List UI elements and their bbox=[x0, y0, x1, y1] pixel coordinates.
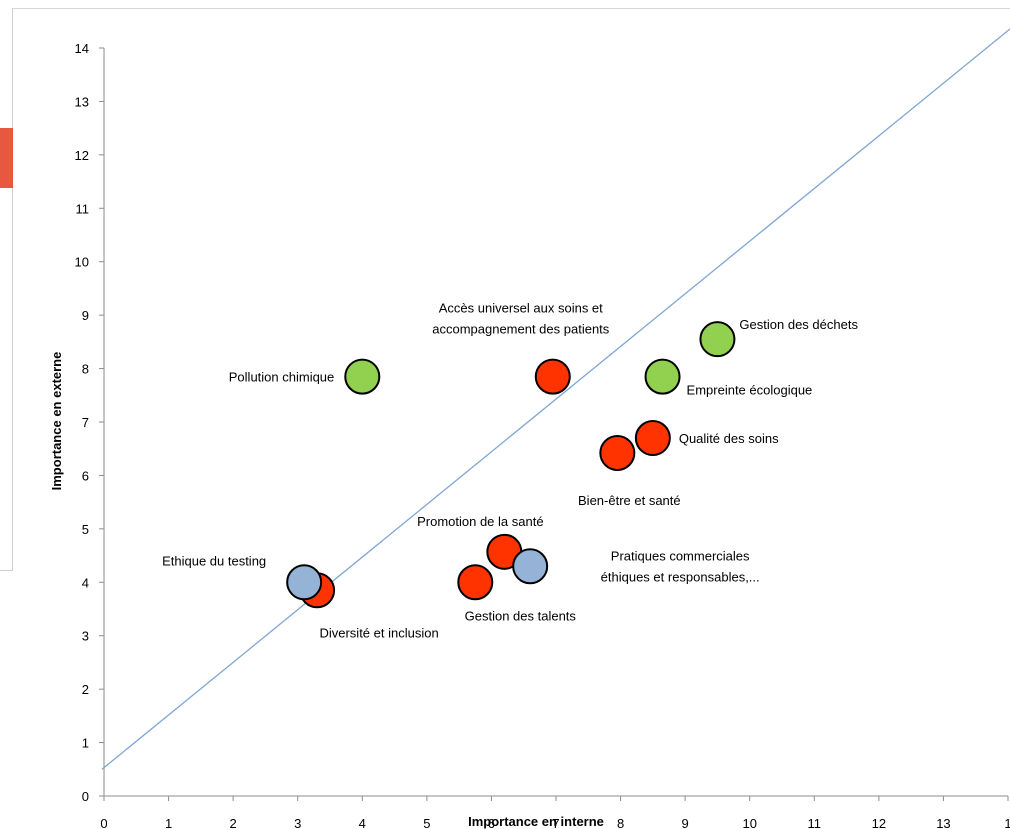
point-labels: Pollution chimique Gestion des déchets Emp… bbox=[162, 301, 858, 641]
y-tick-label: 12 bbox=[75, 148, 89, 163]
y-tick-label: 8 bbox=[82, 362, 89, 377]
point-label: éthiques et responsables,... bbox=[601, 569, 760, 584]
x-tick-labels: 0 1 2 3 4 5 6 7 8 9 10 11 12 13 1 bbox=[100, 796, 1010, 829]
point-label: Gestion des talents bbox=[465, 608, 577, 623]
slide-accent-tab bbox=[0, 128, 13, 188]
y-tick-label: 10 bbox=[75, 255, 89, 270]
x-tick-label: 7 bbox=[552, 816, 559, 829]
x-tick-label: 5 bbox=[423, 816, 430, 829]
y-tick-label: 14 bbox=[75, 41, 89, 56]
point-label: Ethique du testing bbox=[162, 553, 266, 568]
y-tick-label: 1 bbox=[82, 736, 89, 751]
data-point bbox=[534, 358, 571, 395]
point-label: accompagnement des patients bbox=[432, 322, 610, 337]
slide-top-border bbox=[12, 8, 1010, 9]
x-tick-label: 11 bbox=[808, 816, 822, 829]
y-axis-label: Importance en externe bbox=[49, 352, 64, 491]
x-tick-label: 6 bbox=[488, 816, 495, 829]
y-tick-label: 4 bbox=[82, 575, 89, 590]
point-label: Gestion des déchets bbox=[739, 317, 858, 332]
chart-axes bbox=[103, 48, 1008, 797]
y-tick-label: 0 bbox=[82, 789, 89, 804]
slide-left-border-lower bbox=[12, 188, 13, 570]
x-tick-label: 10 bbox=[742, 816, 756, 829]
point-label: Diversité et inclusion bbox=[319, 625, 438, 640]
data-points bbox=[286, 321, 736, 609]
x-tick-label: 12 bbox=[872, 816, 886, 829]
y-tick-label: 9 bbox=[82, 308, 89, 323]
point-label: Pratiques commerciales bbox=[611, 548, 750, 563]
y-tick-label: 2 bbox=[82, 682, 89, 697]
x-tick-label: 1 bbox=[1004, 816, 1010, 829]
data-point bbox=[344, 358, 381, 395]
y-tick-label: 6 bbox=[82, 468, 89, 483]
y-tick-label: 13 bbox=[75, 94, 89, 109]
point-label: Accès universel aux soins et bbox=[439, 301, 603, 316]
point-label: Bien-être et santé bbox=[578, 493, 681, 508]
x-tick-label: 8 bbox=[617, 816, 624, 829]
point-label: Qualité des soins bbox=[679, 431, 779, 446]
slide-divider bbox=[0, 570, 13, 571]
y-tick-label: 5 bbox=[82, 522, 89, 537]
x-tick-label: 4 bbox=[359, 816, 366, 829]
y-tick-label: 7 bbox=[82, 415, 89, 430]
x-tick-label: 2 bbox=[230, 816, 237, 829]
data-point bbox=[699, 321, 736, 358]
slide-left-border bbox=[12, 8, 13, 128]
point-label: Promotion de la santé bbox=[417, 514, 543, 529]
point-label: Empreinte écologique bbox=[687, 383, 813, 398]
y-tick-label: 3 bbox=[82, 629, 89, 644]
data-point bbox=[644, 358, 681, 395]
x-tick-label: 13 bbox=[936, 816, 950, 829]
data-point bbox=[286, 564, 323, 601]
x-tick-label: 9 bbox=[682, 816, 689, 829]
y-tick-label: 11 bbox=[76, 201, 90, 216]
point-label: Pollution chimique bbox=[229, 370, 335, 385]
reference-line bbox=[101, 28, 1010, 770]
data-point bbox=[634, 420, 671, 457]
x-tick-label: 1 bbox=[165, 816, 172, 829]
x-tick-label: 3 bbox=[294, 816, 301, 829]
x-tick-label: 0 bbox=[100, 816, 107, 829]
data-point bbox=[599, 434, 636, 471]
data-point bbox=[457, 564, 494, 601]
data-point bbox=[512, 548, 549, 585]
x-axis-label: Importance en interne bbox=[468, 814, 604, 829]
